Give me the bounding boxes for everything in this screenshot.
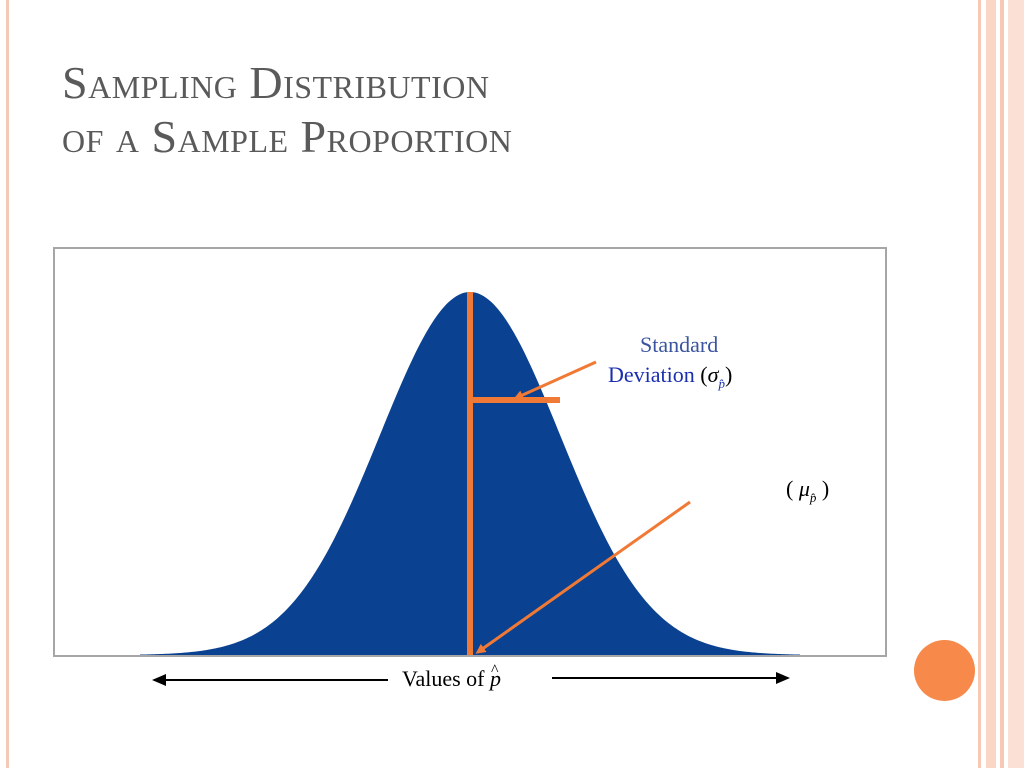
mu-subscript: p̂ xyxy=(809,490,817,505)
title-line-1: Sampling Distribution xyxy=(62,57,490,108)
right-stripe-3 xyxy=(1000,0,1004,768)
slide-title: Sampling Distribution of a Sample Propor… xyxy=(62,56,512,164)
mu-symbol: μ xyxy=(798,476,810,501)
right-stripe-1 xyxy=(978,0,981,768)
std-dev-label-line-2: Deviation (σp̂) xyxy=(608,362,733,391)
right-stripe-2 xyxy=(986,0,996,768)
sigma-subscript: p̂ xyxy=(718,376,725,391)
right-decor-stripes xyxy=(978,0,1024,768)
mean-label: ( μp̂ ) xyxy=(786,476,830,505)
std-dev-pointer-arrow xyxy=(513,360,597,400)
x-axis-text: Values of xyxy=(402,666,485,691)
title-line-2: of a Sample Proportion xyxy=(62,111,513,162)
left-decor-stripe xyxy=(6,0,9,768)
p-hat-symbol: p xyxy=(490,666,501,691)
std-dev-label: Standard Deviation (σp̂) xyxy=(600,330,800,393)
mean-pointer-arrow xyxy=(475,500,691,654)
sigma-symbol: σ xyxy=(707,362,719,387)
x-axis-label: Values of p xyxy=(402,664,501,694)
std-dev-word: Deviation xyxy=(608,362,695,387)
right-stripe-4 xyxy=(1008,0,1024,768)
decor-orange-dot xyxy=(914,640,975,701)
std-dev-label-line-1: Standard xyxy=(640,332,719,357)
